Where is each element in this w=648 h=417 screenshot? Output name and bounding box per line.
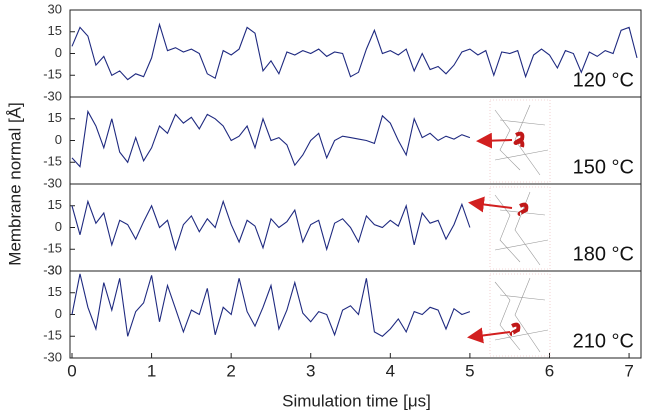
arrow xyxy=(476,132,513,149)
x-tick-label: 2 xyxy=(226,361,235,380)
x-axis-label: Simulation time [μs] xyxy=(282,391,431,410)
y-tick-label: 0 xyxy=(55,306,62,321)
panel-frame xyxy=(69,9,642,98)
y-tick-label: -30 xyxy=(43,175,62,190)
y-tick-label: 0 xyxy=(55,132,62,147)
x-tick-label: 4 xyxy=(386,361,395,380)
x-tick-label: 1 xyxy=(147,361,156,380)
y-tick-label: -30 xyxy=(43,88,62,103)
x-tick-label: 6 xyxy=(545,361,554,380)
panel-label: 180 °C xyxy=(573,243,634,265)
series-line xyxy=(71,22,638,81)
panel-frame xyxy=(69,183,642,272)
y-tick-label: -30 xyxy=(43,262,62,277)
y-tick-label: -15 xyxy=(43,328,62,343)
y-tick-label: 30 xyxy=(48,262,62,277)
y-tick-label: -15 xyxy=(43,154,62,169)
series-line xyxy=(71,199,471,252)
snapshot xyxy=(489,186,551,270)
x-tick-label: 0 xyxy=(67,361,76,380)
panel-frame xyxy=(69,270,642,359)
y-tick-label: 15 xyxy=(48,110,62,125)
panel-label: 150 °C xyxy=(573,156,634,178)
snapshots xyxy=(489,99,551,357)
snapshot xyxy=(489,273,551,357)
x-tick-label: 3 xyxy=(306,361,315,380)
snapshot-lipids xyxy=(494,191,549,266)
helix xyxy=(513,131,525,148)
panel-label: 210 °C xyxy=(573,330,634,352)
y-tick-label: 15 xyxy=(48,23,62,38)
panel-frame xyxy=(69,96,642,185)
x-tick-label: 5 xyxy=(465,361,474,380)
y-tick-label: -15 xyxy=(43,241,62,256)
y-axis-label: Membrane normal [Å] xyxy=(5,102,24,265)
arrow xyxy=(467,327,511,344)
panel-label: 120 °C xyxy=(573,69,634,91)
y-tick-label: 0 xyxy=(55,219,62,234)
arrow xyxy=(468,196,513,213)
y-tick-label: 0 xyxy=(55,45,62,60)
helix xyxy=(517,202,529,216)
helix xyxy=(509,322,521,336)
series-line xyxy=(71,109,471,168)
y-tick-label: 30 xyxy=(48,1,62,16)
y-tick-label: -30 xyxy=(43,349,62,364)
y-tick-label: 15 xyxy=(48,284,62,299)
snapshot-lipids xyxy=(494,277,549,353)
y-tick-label: 15 xyxy=(48,197,62,212)
y-tick-label: -15 xyxy=(43,67,62,82)
x-tick-label: 7 xyxy=(624,361,633,380)
series-line xyxy=(71,273,471,337)
